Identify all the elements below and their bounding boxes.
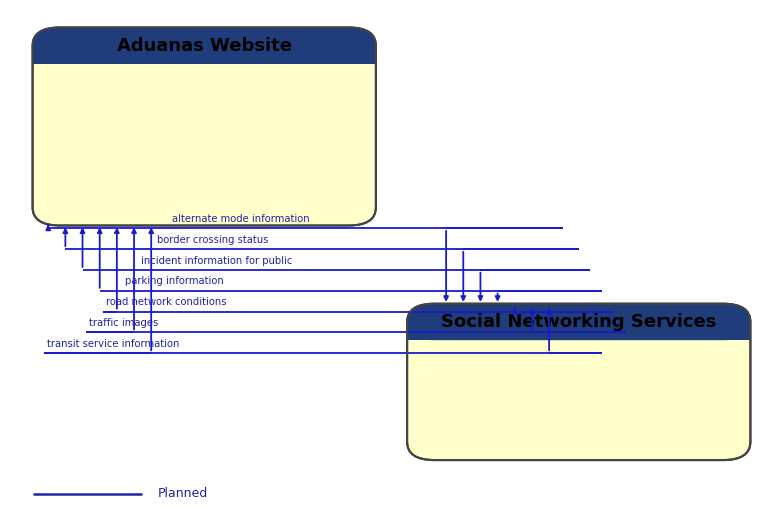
- Text: parking information: parking information: [125, 277, 224, 287]
- Bar: [407, 320, 750, 340]
- Text: road network conditions: road network conditions: [106, 297, 226, 308]
- Text: Planned: Planned: [157, 487, 207, 500]
- Text: transit service information: transit service information: [48, 339, 180, 349]
- FancyBboxPatch shape: [407, 304, 750, 460]
- FancyBboxPatch shape: [33, 27, 376, 64]
- Bar: [33, 44, 376, 64]
- Text: Aduanas Website: Aduanas Website: [117, 37, 292, 54]
- Text: Social Networking Services: Social Networking Services: [441, 313, 716, 331]
- Text: incident information for public: incident information for public: [141, 256, 292, 266]
- Text: border crossing status: border crossing status: [157, 235, 268, 245]
- Text: traffic images: traffic images: [88, 318, 158, 328]
- FancyBboxPatch shape: [33, 27, 376, 225]
- Text: alternate mode information: alternate mode information: [172, 214, 310, 224]
- FancyBboxPatch shape: [407, 304, 750, 340]
